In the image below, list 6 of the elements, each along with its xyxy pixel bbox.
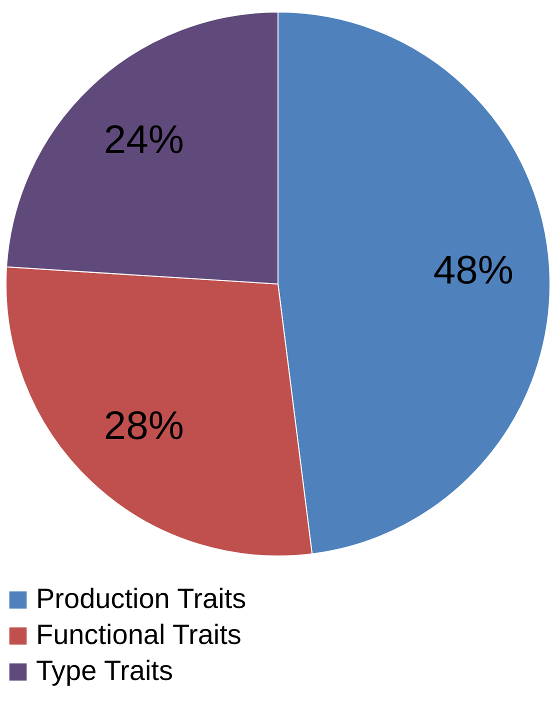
legend-label: Production Traits	[36, 583, 246, 614]
data-label: 24%	[104, 118, 184, 162]
data-label: 28%	[104, 404, 184, 448]
legend-label: Type Traits	[36, 655, 173, 686]
data-label: 48%	[433, 248, 514, 293]
legend-label: Functional Traits	[36, 619, 242, 650]
